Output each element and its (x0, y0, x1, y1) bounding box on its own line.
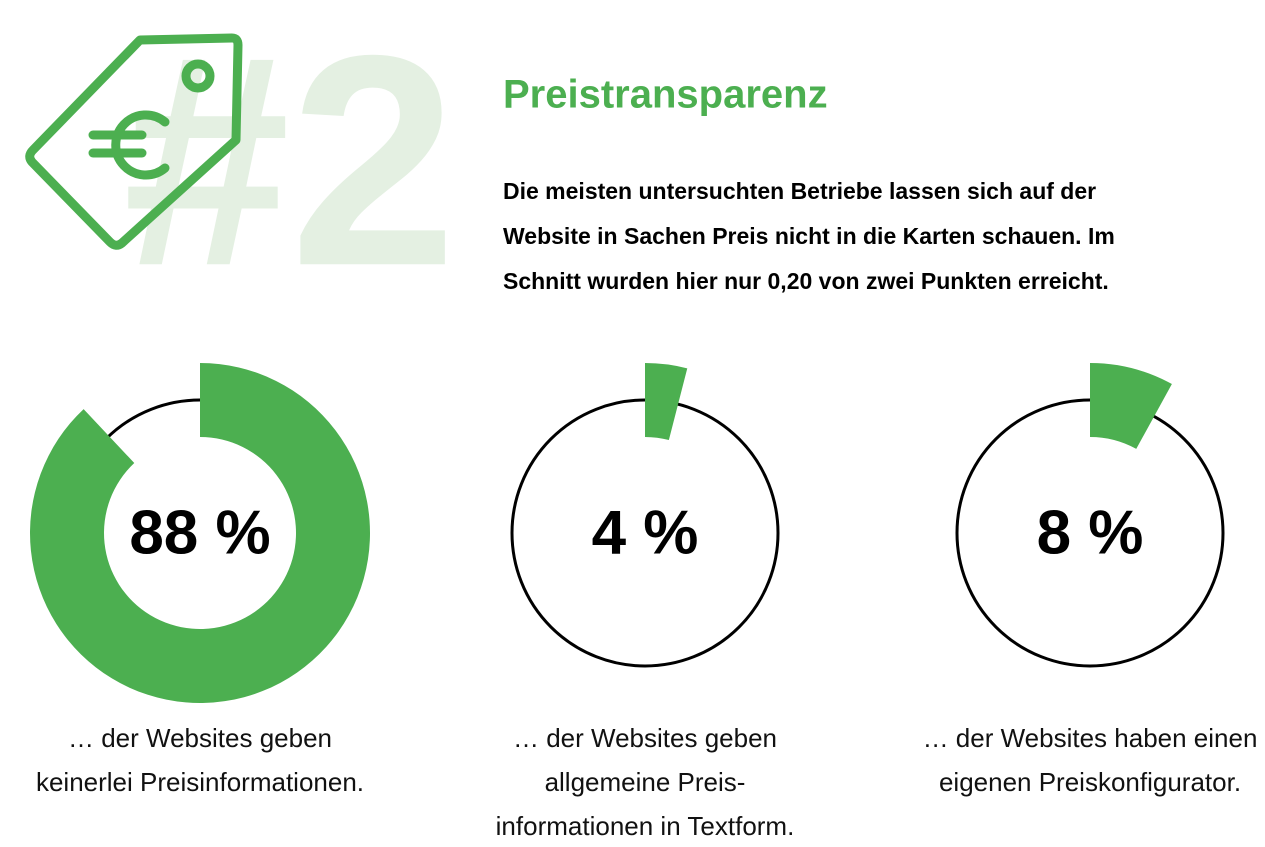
caption-line: allgemeine Preis- (545, 767, 746, 797)
percent-label: 8 % (1037, 498, 1144, 567)
description-line: Schnitt wurden hier nur 0,20 von zwei Pu… (503, 268, 1109, 294)
price-tag-icon (25, 33, 243, 250)
title: Preistransparenz (503, 73, 828, 117)
donut-segment (1090, 363, 1172, 449)
donut-segment (645, 363, 688, 441)
caption-line: … der Websites haben einen (923, 723, 1258, 753)
caption-line: informationen in Textform. (496, 811, 795, 841)
caption-line: eigenen Preiskonfigurator. (939, 767, 1241, 797)
donut-segment (29, 363, 371, 703)
caption-line: … der Websites geben (68, 723, 332, 753)
percent-label: 88 % (129, 498, 270, 567)
section-number: #2 (123, 0, 457, 328)
caption-line: keinerlei Preisinformationen. (36, 767, 364, 797)
percent-label: 4 % (592, 498, 699, 567)
caption-line: … der Websites geben (513, 723, 777, 753)
description-line: Website in Sachen Preis nicht in die Kar… (503, 223, 1115, 249)
description-line: Die meisten untersuchten Betriebe lassen… (503, 178, 1096, 204)
